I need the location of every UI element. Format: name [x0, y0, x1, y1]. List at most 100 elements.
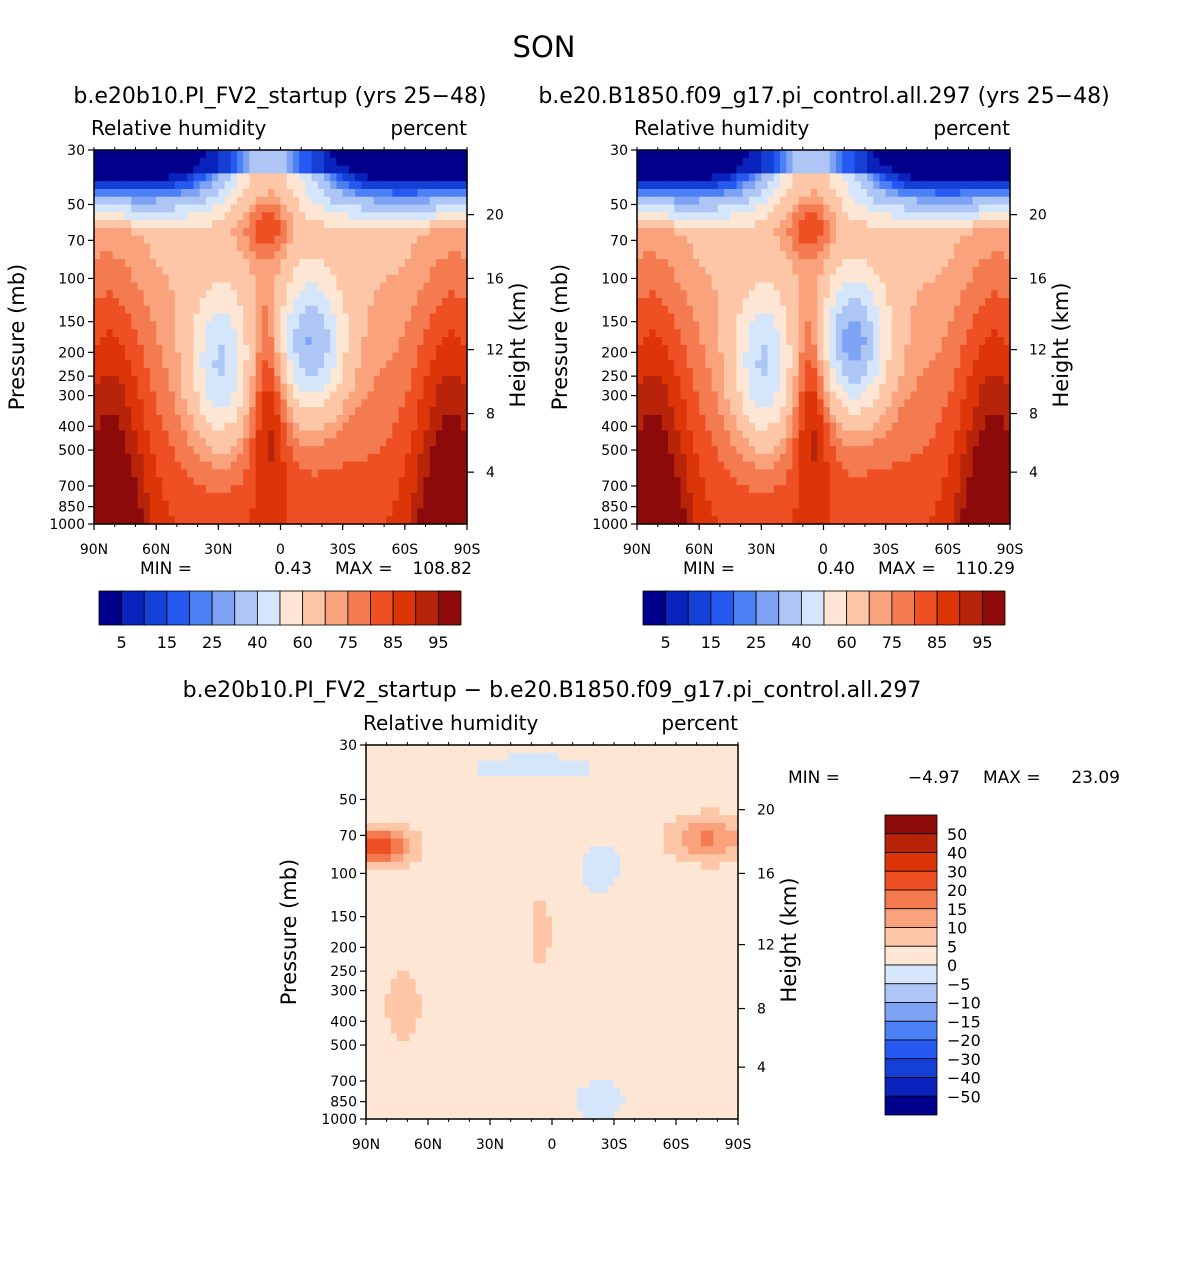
contour-cell — [755, 329, 762, 338]
contour-cell — [798, 391, 806, 400]
contour-cell — [736, 469, 744, 478]
contour-cell — [386, 492, 393, 502]
contour-cell — [218, 360, 226, 369]
contour-cell — [655, 157, 663, 167]
contour-cell — [106, 485, 114, 494]
contour-cell — [655, 243, 663, 252]
contour-cell — [286, 508, 294, 517]
contour-cell — [174, 492, 182, 502]
contour-cell — [454, 150, 462, 159]
contour-cell — [137, 453, 145, 463]
contour-cell — [885, 477, 893, 486]
contour-cell — [879, 157, 887, 167]
contour-cell — [717, 329, 725, 338]
contour-cell — [361, 243, 369, 252]
contour-cell — [224, 399, 232, 408]
contour-cell — [423, 391, 431, 400]
contour-cell — [255, 344, 263, 354]
contour-cell — [411, 477, 418, 486]
contour-cell — [174, 399, 182, 408]
contour-cell — [442, 321, 449, 330]
contour-cell — [212, 500, 219, 510]
contour-cell — [355, 407, 362, 416]
contour-cell — [655, 438, 663, 447]
contour-cell — [442, 150, 449, 159]
contour-cell — [717, 313, 725, 323]
contour-cell — [435, 274, 443, 284]
contour-cell — [435, 212, 443, 221]
contour-cell — [236, 337, 244, 346]
contour-cell — [181, 344, 188, 354]
contour-cell — [292, 375, 300, 385]
contour-cell — [274, 516, 282, 525]
contour-cell — [448, 212, 456, 221]
contour-cell — [668, 337, 675, 346]
contour-cell — [162, 313, 170, 323]
contour-cell — [261, 344, 269, 354]
contour-cell — [137, 492, 145, 502]
contour-cell — [854, 204, 862, 213]
contour-cell — [817, 461, 825, 471]
contour-cell — [655, 485, 663, 494]
contour-cell — [330, 321, 338, 330]
contour-cell — [112, 375, 120, 385]
contour-cell — [243, 516, 251, 525]
contour-cell — [255, 212, 263, 221]
contour-cell — [411, 290, 418, 299]
contour-cell — [643, 469, 651, 478]
contour-cell — [891, 368, 899, 377]
contour-cell — [448, 290, 456, 299]
contour-cell — [392, 422, 400, 432]
contour-cell — [212, 430, 219, 439]
contour-cell — [792, 469, 800, 478]
contour-cell — [686, 337, 694, 346]
contour-cell — [867, 469, 874, 478]
contour-cell — [398, 150, 406, 159]
contour-cell — [94, 407, 101, 416]
contour-cell — [212, 461, 219, 471]
contour-cell — [773, 368, 781, 377]
contour-cell — [100, 290, 108, 299]
contour-cell — [649, 422, 657, 432]
contour-cell — [174, 235, 182, 245]
contour-cell — [193, 508, 201, 517]
contour-cell — [131, 375, 139, 385]
contour-cell — [779, 352, 787, 361]
contour-cell — [162, 305, 170, 315]
contour-cell — [311, 485, 319, 494]
contour-cell — [804, 220, 812, 229]
contour-cell — [643, 368, 651, 377]
contour-cell — [879, 469, 887, 478]
contour-cell — [305, 227, 313, 237]
contour-cell — [100, 157, 108, 167]
contour-cell — [149, 375, 157, 385]
contour-cell — [711, 290, 719, 299]
contour-cell — [348, 321, 356, 330]
contour-cell — [274, 181, 282, 190]
contour-cell — [891, 375, 899, 385]
contour-cell — [348, 477, 356, 486]
contour-cell — [730, 461, 738, 471]
contour-cell — [317, 204, 325, 213]
contour-cell — [280, 298, 288, 307]
contour-cell — [442, 282, 449, 291]
contour-cell — [835, 251, 843, 260]
contour-cell — [711, 337, 719, 346]
contour-cell — [112, 313, 120, 323]
contour-cell — [404, 446, 412, 455]
contour-cell — [417, 360, 425, 369]
contour-cell — [692, 508, 700, 517]
contour-cell — [854, 243, 862, 252]
contour-cell — [336, 212, 344, 221]
contour-cell — [317, 329, 325, 338]
contour-cell — [143, 313, 151, 323]
contour-cell — [860, 235, 868, 245]
contour-cell — [854, 165, 862, 174]
contour-cell — [423, 469, 431, 478]
contour-cell — [692, 344, 700, 354]
contour-cell — [230, 375, 238, 385]
contour-cell — [742, 290, 750, 299]
contour-cell — [680, 204, 688, 213]
contour-cell — [429, 500, 437, 510]
contour-cell — [199, 360, 207, 369]
